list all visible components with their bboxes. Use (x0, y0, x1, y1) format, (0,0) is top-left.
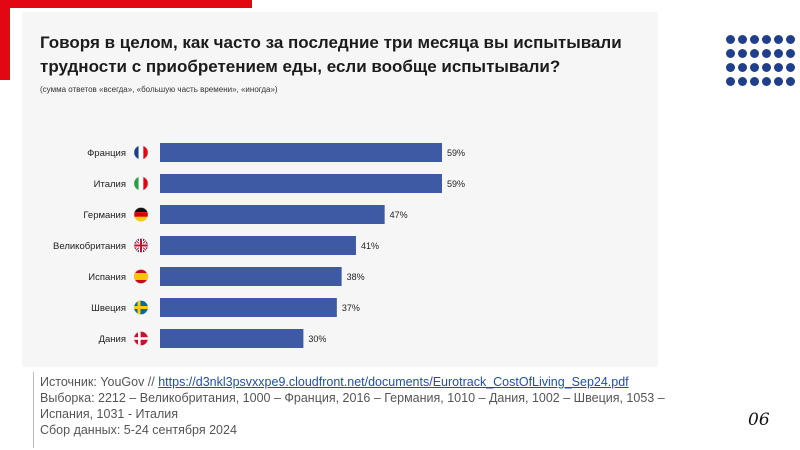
logo-dot (726, 49, 735, 58)
source-label: Источник: YouGov // (40, 375, 159, 389)
source-link[interactable]: https://d3nkl3psvxxpe9.cloudfront.net/do… (158, 375, 629, 389)
logo-dot (750, 49, 759, 58)
logo-dot (738, 35, 747, 44)
source-block: Источник: YouGov // https://d3nkl3psvxxp… (40, 374, 690, 438)
category-label: Дания (99, 334, 126, 345)
germany-flag (134, 207, 148, 222)
bar (160, 143, 442, 162)
data-label: 37% (342, 303, 360, 313)
logo-dot (738, 77, 747, 86)
logo-dot (774, 77, 783, 86)
sample-info: Выборка: 2212 – Великобритания, 1000 – Ф… (40, 391, 665, 421)
bar (160, 205, 385, 224)
collection-period: Сбор данных: 5-24 сентября 2024 (40, 423, 237, 437)
bar (160, 329, 304, 348)
chart-subtitle: (сумма ответов «всегда», «большую часть … (40, 85, 278, 94)
bar (160, 174, 442, 193)
category-label: Италия (94, 179, 126, 190)
chart-title: Говоря в целом, как часто за последние т… (40, 33, 622, 76)
source-line: Источник: YouGov // https://d3nkl3psvxxp… (40, 374, 690, 390)
logo-dot (774, 63, 783, 72)
logo-dot (750, 35, 759, 44)
logo-dot (726, 35, 735, 44)
logo-dot (762, 77, 771, 86)
logo-dot (762, 49, 771, 58)
data-label: 38% (347, 272, 365, 282)
sweden-flag (134, 300, 148, 315)
category-label: Германия (83, 210, 126, 221)
logo-dot (726, 77, 735, 86)
data-label: 59% (447, 179, 465, 189)
dot-grid-logo (726, 35, 796, 89)
italy-flag (134, 176, 148, 191)
top-accent-bar (0, 0, 252, 8)
data-label: 47% (390, 210, 408, 220)
page-number: 06 (748, 410, 770, 430)
bar (160, 267, 342, 286)
category-label: Швеция (91, 303, 126, 314)
logo-dot (750, 63, 759, 72)
spain-flag (134, 269, 148, 284)
france-flag (134, 145, 148, 160)
uk-flag (134, 238, 148, 253)
denmark-flag (134, 331, 148, 346)
left-accent-bar (0, 0, 10, 80)
logo-dot (786, 35, 795, 44)
bar (160, 236, 356, 255)
logo-dot (726, 63, 735, 72)
logo-dot (750, 77, 759, 86)
logo-dot (774, 49, 783, 58)
bar (160, 298, 337, 317)
logo-dot (738, 63, 747, 72)
logo-dot (762, 35, 771, 44)
category-label: Великобритания (53, 241, 126, 252)
logo-dot (786, 63, 795, 72)
logo-dot (762, 63, 771, 72)
category-label: Франция (87, 148, 126, 159)
logo-dot (738, 49, 747, 58)
data-label: 41% (361, 241, 379, 251)
logo-dot (786, 49, 795, 58)
logo-dot (774, 35, 783, 44)
data-label: 30% (308, 334, 326, 344)
source-divider (33, 372, 34, 448)
logo-dot (786, 77, 795, 86)
data-label: 59% (447, 148, 465, 158)
category-label: Испания (88, 272, 126, 283)
